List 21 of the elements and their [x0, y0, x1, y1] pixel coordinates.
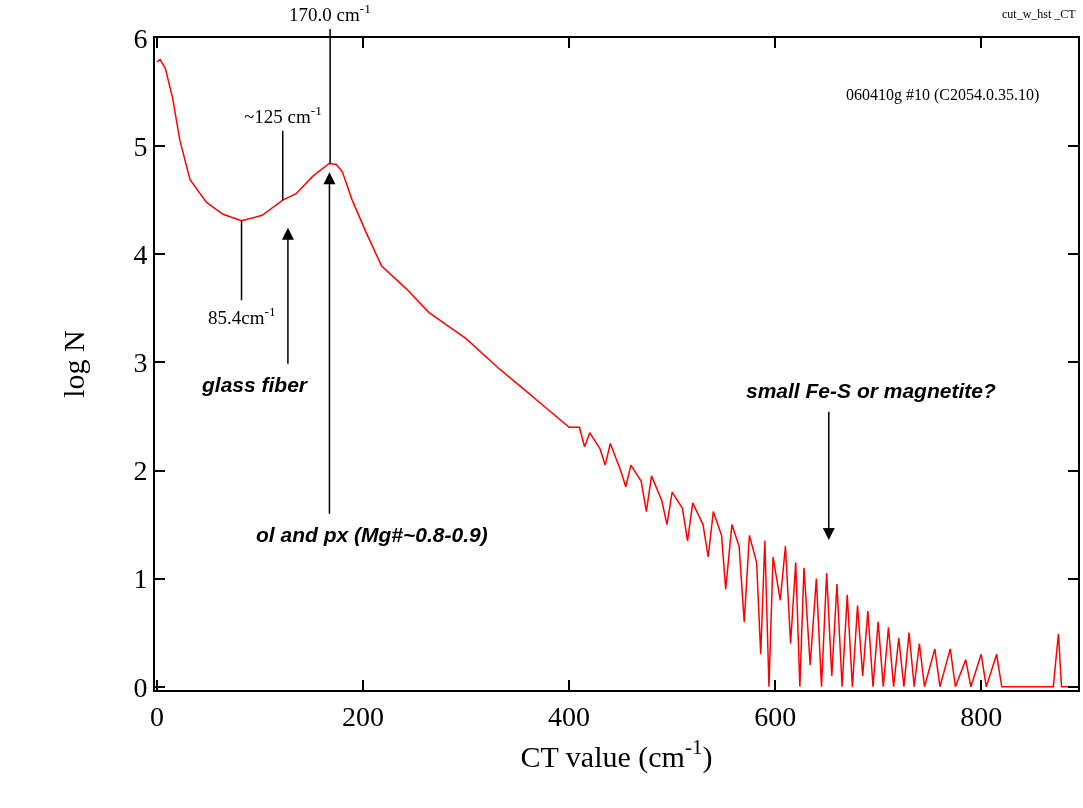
x-axis-title: CT value (cm$^{-1}$): [520, 735, 713, 774]
text: cut_w_hst _CT: [1002, 7, 1077, 21]
y-tick-label: 3: [133, 347, 148, 379]
y-tick-label: 5: [133, 130, 148, 162]
y-tick-label: 6: [133, 22, 148, 54]
y-tick-label: 1: [133, 563, 148, 595]
annotation: glass fiber: [201, 373, 309, 396]
annotation: 170.0 cm$^{-1}$: [289, 1, 371, 25]
x-tick-label: 400: [548, 700, 591, 732]
x-tick-label: 200: [342, 700, 385, 732]
y-tick-label: 4: [133, 239, 148, 271]
annotation: 85.4cm$^{-1}$: [208, 304, 276, 328]
annotation: small Fe-S or magnetite?: [746, 379, 996, 402]
y-tick-label: 0: [133, 671, 148, 703]
y-tick-label: 2: [133, 455, 148, 487]
annotation: ol and px (Mg#~0.8-0.9): [256, 523, 488, 546]
annotation: ~125 cm$^{-1}$: [244, 103, 322, 127]
y-axis-title: log N: [56, 330, 90, 398]
x-tick-label: 600: [754, 700, 797, 732]
annotation: 060410g #10 (C2054.0.35.10): [846, 86, 1040, 104]
x-tick-label: 800: [960, 700, 1003, 732]
